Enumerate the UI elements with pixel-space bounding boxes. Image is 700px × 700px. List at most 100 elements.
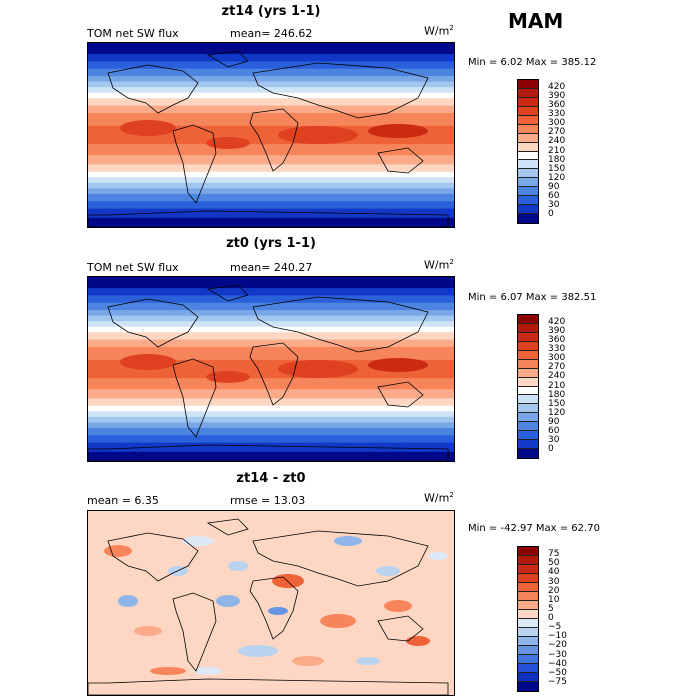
field-patch — [368, 358, 428, 372]
colorbar-tick-label: 210 — [548, 380, 566, 391]
panel-title: zt14 (yrs 1-1) — [221, 4, 321, 19]
colorbar-swatch — [518, 637, 538, 646]
field-band — [88, 315, 454, 322]
colorbar-tick-label: 90 — [548, 181, 560, 192]
panel-title: zt0 (yrs 1-1) — [226, 236, 316, 251]
field-band — [88, 188, 454, 195]
field-patch — [428, 552, 448, 560]
coastline — [252, 296, 429, 353]
colorbar-swatch — [518, 601, 538, 610]
field-band — [88, 61, 454, 70]
colorbar-swatch — [518, 655, 538, 664]
field-band — [88, 164, 454, 173]
colorbar-swatch — [518, 449, 538, 458]
field-band — [88, 442, 454, 453]
field-band — [88, 295, 454, 304]
colorbar-swatch — [518, 124, 538, 134]
colorbar-tick-label: 180 — [548, 389, 566, 400]
field-band — [88, 217, 454, 227]
colorbar-swatch — [518, 169, 538, 179]
colorbar-swatch — [518, 187, 538, 197]
colorbar-tick-label: 360 — [548, 100, 566, 111]
colorbar-swatch — [518, 404, 538, 414]
colorbar-swatch — [518, 431, 538, 441]
colorbar-swatch — [518, 547, 538, 556]
colorbar-tick-label: 5 — [548, 603, 554, 614]
colorbar-swatch — [518, 205, 538, 215]
colorbar-swatch — [518, 619, 538, 628]
colorbar-tick-label: 75 — [548, 549, 560, 560]
coastline — [377, 147, 424, 174]
colorbar-swatch — [518, 682, 538, 691]
min-max-label: Min = 6.07 Max = 382.51 — [468, 292, 597, 303]
coastline — [249, 342, 299, 406]
field-band — [88, 389, 454, 399]
colorbar-swatch — [518, 395, 538, 405]
field-patch — [216, 595, 240, 607]
colorbar-tick-label: 40 — [548, 567, 560, 578]
field-band — [88, 76, 454, 83]
coastline — [88, 678, 449, 695]
field-band — [88, 277, 454, 289]
field-patch — [150, 667, 186, 675]
rmse-label: rmse = 13.03 — [230, 494, 306, 507]
field-band — [88, 125, 454, 145]
field-band — [88, 346, 454, 361]
units-label: W/m2 — [424, 258, 454, 272]
colorbar-tick-label: 270 — [548, 362, 566, 373]
units-label: W/m2 — [424, 24, 454, 38]
colorbar-swatch — [518, 664, 538, 673]
field-patch — [356, 657, 380, 665]
colorbar-tick-label: 30 — [548, 576, 560, 587]
colorbar-tick-label: 240 — [548, 371, 566, 382]
field-patch — [182, 536, 214, 546]
coastline — [249, 576, 299, 640]
colorbar-swatch — [518, 610, 538, 619]
field-band — [88, 321, 454, 328]
coastline — [172, 592, 217, 672]
colorbar-tick-label: 360 — [548, 335, 566, 346]
colorbar-swatch — [518, 142, 538, 152]
colorbar-tick-label: −5 — [548, 622, 562, 633]
field-band — [88, 43, 454, 55]
coastline — [107, 64, 199, 114]
field-patch — [194, 667, 222, 675]
colorbar-swatch — [518, 377, 538, 387]
colorbar-swatch — [518, 196, 538, 206]
colorbar-swatch — [518, 323, 538, 333]
field-patch — [376, 566, 400, 576]
field-band — [88, 182, 454, 189]
variable-label: TOM net SW flux — [87, 27, 179, 40]
map-zt14 — [87, 42, 455, 228]
colorbar-tick-label: 300 — [548, 353, 566, 364]
coastline — [107, 532, 199, 582]
map-zt0 — [87, 276, 455, 462]
field-band — [88, 427, 454, 436]
colorbar-tick-label: 180 — [548, 154, 566, 165]
field-patch — [206, 371, 250, 383]
field-band — [88, 92, 454, 99]
field-band — [88, 302, 454, 311]
colorbar-swatch — [518, 646, 538, 655]
field-band — [88, 68, 454, 77]
colorbar-tick-label: −10 — [548, 631, 567, 642]
field-patch — [206, 137, 250, 149]
field-patch — [272, 574, 304, 588]
field-band — [88, 411, 454, 418]
coastline — [88, 210, 449, 227]
field-patch — [268, 607, 288, 615]
field-patch — [292, 656, 324, 666]
panel-title: zt14 - zt0 — [236, 471, 306, 486]
colorbar-tick-label: 270 — [548, 127, 566, 138]
field-patch — [134, 626, 162, 636]
field-band — [88, 193, 454, 202]
coastline — [206, 518, 249, 536]
field-band — [88, 144, 454, 156]
colorbar-tick-label: 50 — [548, 558, 560, 569]
colorbar-swatch — [518, 350, 538, 360]
field-band — [88, 405, 454, 412]
season-label: MAM — [508, 9, 564, 33]
colorbar-tick-label: 0 — [548, 443, 554, 454]
colorbar-zt0 — [517, 314, 539, 459]
field-patch — [278, 126, 358, 144]
